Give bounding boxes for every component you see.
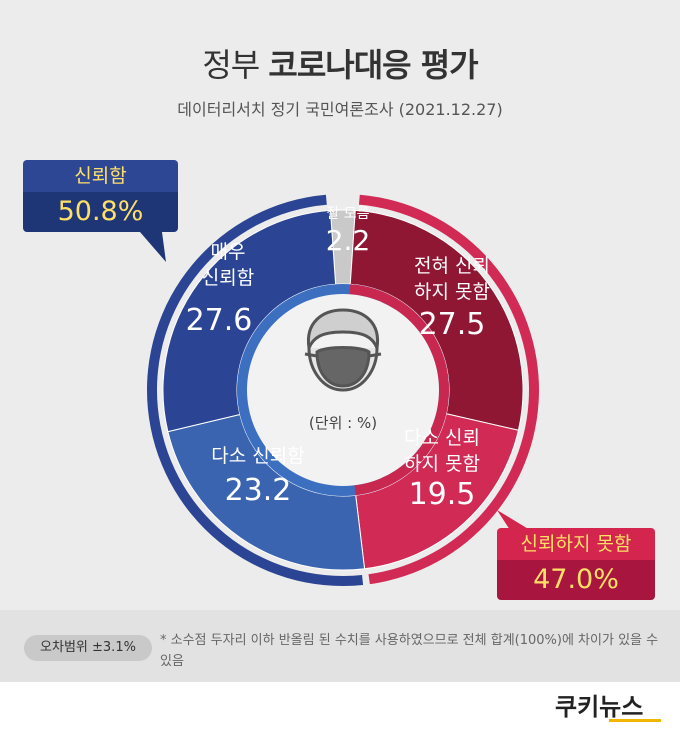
label-some-distrust-value: 19.5	[409, 477, 476, 512]
footnote: * 소수점 두자리 이하 반올림 된 수치를 사용하였으므로 전체 합계(100…	[160, 633, 659, 669]
label-unknown-name: 잘 모름	[326, 206, 369, 222]
distrust-callout-label: 신뢰하지 못함	[497, 528, 655, 560]
donut-segments	[162, 209, 524, 571]
label-very-distrust-line2: 하지 못함	[414, 281, 490, 303]
distrust-callout-tail	[497, 510, 530, 530]
page-subtitle: 데이터리서치 정기 국민여론조사 (2021.12.27)	[177, 100, 503, 119]
brand-text: 쿠키뉴스	[555, 693, 643, 721]
trust-callout: 신뢰함 50.8%	[23, 160, 178, 232]
label-very-trust-value: 27.6	[186, 303, 253, 338]
inner-red-ring	[349, 284, 450, 496]
distrust-callout-value: 47.0%	[497, 560, 655, 600]
distrust-callout: 신뢰하지 못함 47.0%	[497, 528, 655, 600]
label-very-distrust-line1: 전혀 신뢰	[414, 255, 490, 277]
unit-label: (단위 : %)	[309, 414, 377, 432]
label-very-trust-line2: 신뢰함	[202, 267, 254, 289]
brand-logo: 쿠키뉴스	[555, 693, 661, 722]
trust-callout-value: 50.8%	[23, 192, 178, 232]
label-unknown-value: 2.2	[326, 224, 371, 257]
brand-underline	[609, 719, 661, 722]
label-some-distrust-line1: 다소 신뢰	[404, 427, 480, 449]
trust-callout-tail	[140, 232, 166, 262]
label-some-trust-line1: 다소 신뢰함	[211, 445, 304, 467]
donut-center: (단위 : %)	[237, 284, 450, 496]
label-some-distrust-line2: 하지 못함	[404, 453, 480, 475]
label-some-trust-value: 23.2	[225, 473, 292, 508]
label-very-distrust-value: 27.5	[419, 307, 486, 342]
segment-labels: 잘 모름 2.2 전혀 신뢰 하지 못함 27.5 다소 신뢰 하지 못함 19…	[186, 206, 490, 512]
title-light: 정부	[202, 46, 260, 84]
trust-callout-label: 신뢰함	[23, 160, 178, 192]
page-title: 정부 코로나대응 평가	[0, 40, 680, 86]
title-bold: 코로나대응 평가	[268, 46, 478, 84]
mask-icon	[304, 308, 382, 392]
label-very-trust-line1: 매우	[211, 241, 246, 263]
margin-of-error-badge: 오차범위 ±3.1%	[24, 635, 152, 661]
